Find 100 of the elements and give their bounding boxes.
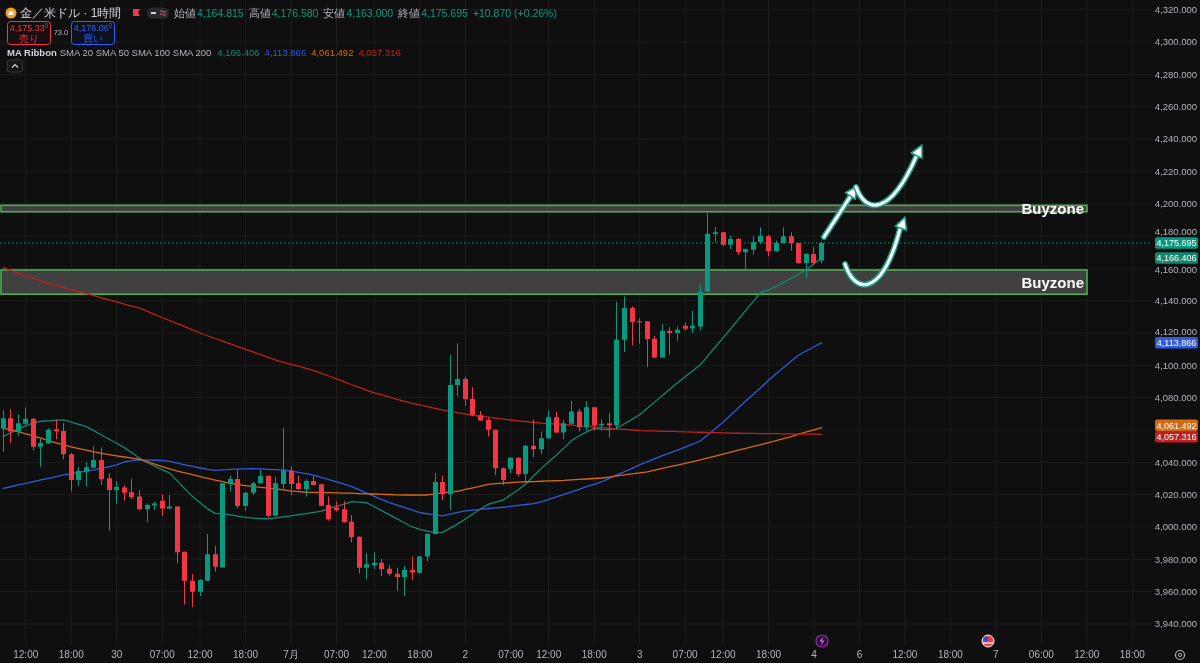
candlestick bbox=[243, 491, 248, 511]
candlestick bbox=[54, 419, 59, 440]
candlestick bbox=[122, 484, 127, 501]
annotation: MA Ribbon bbox=[7, 47, 57, 58]
candlestick bbox=[683, 322, 688, 331]
candlestick bbox=[569, 400, 574, 425]
annotation: 4,061.492 bbox=[311, 47, 354, 58]
candlestick bbox=[205, 533, 210, 582]
candlestick bbox=[501, 467, 506, 485]
candlestick bbox=[637, 318, 642, 344]
candlestick bbox=[660, 324, 665, 359]
y-tick-label: 4,220.000 bbox=[1154, 165, 1198, 177]
band-label: Buyzone bbox=[1021, 273, 1084, 291]
candlestick bbox=[531, 419, 536, 458]
candlestick bbox=[235, 469, 240, 509]
annotation: 買い bbox=[83, 32, 103, 44]
candlestick bbox=[91, 446, 96, 469]
candlestick bbox=[789, 232, 794, 251]
candlestick bbox=[319, 483, 324, 507]
y-tick-label: 3,980.000 bbox=[1154, 553, 1198, 565]
annotation: 売り bbox=[19, 32, 39, 44]
candlestick bbox=[402, 565, 407, 597]
candlestick bbox=[182, 551, 187, 605]
candlestick bbox=[508, 457, 513, 474]
candlestick bbox=[478, 410, 483, 421]
annotation: +10.870 (+0.26%) bbox=[472, 7, 557, 19]
candlestick bbox=[417, 555, 422, 575]
candlestick bbox=[379, 559, 384, 576]
x-tick-label: 7月 bbox=[283, 649, 299, 660]
candlestick bbox=[667, 327, 672, 355]
y-tick-label: 4,120.000 bbox=[1154, 325, 1198, 337]
candlestick bbox=[258, 469, 263, 484]
x-tick-label: 07:00 bbox=[498, 649, 524, 660]
candlestick bbox=[433, 473, 438, 535]
candlestick bbox=[455, 343, 460, 396]
candlestick bbox=[622, 296, 627, 353]
annotation: 4,113.866 bbox=[264, 47, 307, 58]
y-tick-label: 4,320.000 bbox=[1154, 4, 1198, 16]
candlestick bbox=[266, 475, 271, 518]
annotation: 安値 bbox=[323, 7, 346, 19]
y-tick-label: 3,960.000 bbox=[1154, 586, 1198, 598]
candlestick bbox=[395, 567, 400, 591]
y-tick-label: 4,160.000 bbox=[1154, 263, 1198, 275]
candlestick bbox=[220, 483, 225, 568]
y-tick-label: 4,080.000 bbox=[1154, 392, 1198, 404]
candlestick bbox=[614, 301, 619, 430]
line-series bbox=[2, 342, 823, 517]
candlestick bbox=[584, 400, 589, 431]
x-tick-label: 7 bbox=[993, 649, 1000, 660]
candlestick bbox=[61, 423, 66, 460]
candlestick bbox=[630, 306, 635, 346]
candlestick bbox=[1, 409, 6, 452]
x-tick-label: 6 bbox=[856, 649, 863, 660]
candlestick bbox=[387, 564, 392, 576]
candlestick bbox=[228, 475, 233, 492]
candlestick bbox=[796, 242, 801, 264]
candlestick bbox=[698, 284, 703, 331]
candlestick bbox=[349, 515, 354, 543]
candlestick bbox=[554, 411, 559, 434]
candlestick bbox=[160, 494, 165, 516]
candlestick bbox=[736, 237, 741, 255]
candlestick bbox=[198, 579, 203, 597]
candlestick bbox=[721, 231, 726, 246]
candlestick bbox=[811, 247, 816, 264]
candlestick bbox=[440, 475, 445, 500]
y-tick-label: 4,020.000 bbox=[1154, 489, 1198, 501]
candlestick bbox=[766, 234, 771, 257]
candlestick bbox=[342, 500, 347, 523]
candlestick bbox=[425, 533, 430, 562]
ref-line-label: 4,175.695 bbox=[1156, 238, 1197, 249]
annotation: 4,166.406 bbox=[217, 47, 260, 58]
x-tick-label: 30 bbox=[111, 649, 123, 660]
x-tick-label: 07:00 bbox=[672, 649, 699, 660]
candlestick bbox=[372, 552, 377, 569]
candlestick bbox=[713, 226, 718, 243]
x-tick-label: 2 bbox=[462, 649, 469, 660]
text: 金／米ドル · 1時間 bbox=[20, 6, 122, 20]
candlestick bbox=[152, 501, 157, 511]
candlestick bbox=[561, 419, 566, 440]
candlestick bbox=[470, 387, 475, 416]
candlestick bbox=[114, 480, 119, 505]
candlestick bbox=[804, 252, 809, 279]
x-tick-label: 18:00 bbox=[937, 649, 964, 660]
candlestick bbox=[16, 414, 21, 436]
candlestick bbox=[251, 481, 256, 495]
x-tick-label: 12:00 bbox=[13, 649, 39, 660]
x-tick-label: 18:00 bbox=[1119, 649, 1146, 660]
y-tick-label: 3,940.000 bbox=[1154, 618, 1198, 630]
y-tick-label: 4,280.000 bbox=[1154, 68, 1198, 80]
y-tick-label: 4,180.000 bbox=[1154, 225, 1198, 237]
y-tick-label: 4,100.000 bbox=[1154, 359, 1198, 371]
x-tick-label: 12:00 bbox=[710, 649, 736, 660]
candlestick bbox=[577, 408, 582, 432]
x-tick-label: 07:00 bbox=[149, 649, 176, 660]
candlestick bbox=[311, 475, 316, 486]
y-tick-label: 4,000.000 bbox=[1154, 521, 1198, 533]
y-tick-label: 4,260.000 bbox=[1154, 101, 1198, 113]
line-series bbox=[2, 267, 823, 436]
candlestick bbox=[107, 473, 112, 531]
band-label: Buyzone bbox=[1021, 200, 1084, 218]
